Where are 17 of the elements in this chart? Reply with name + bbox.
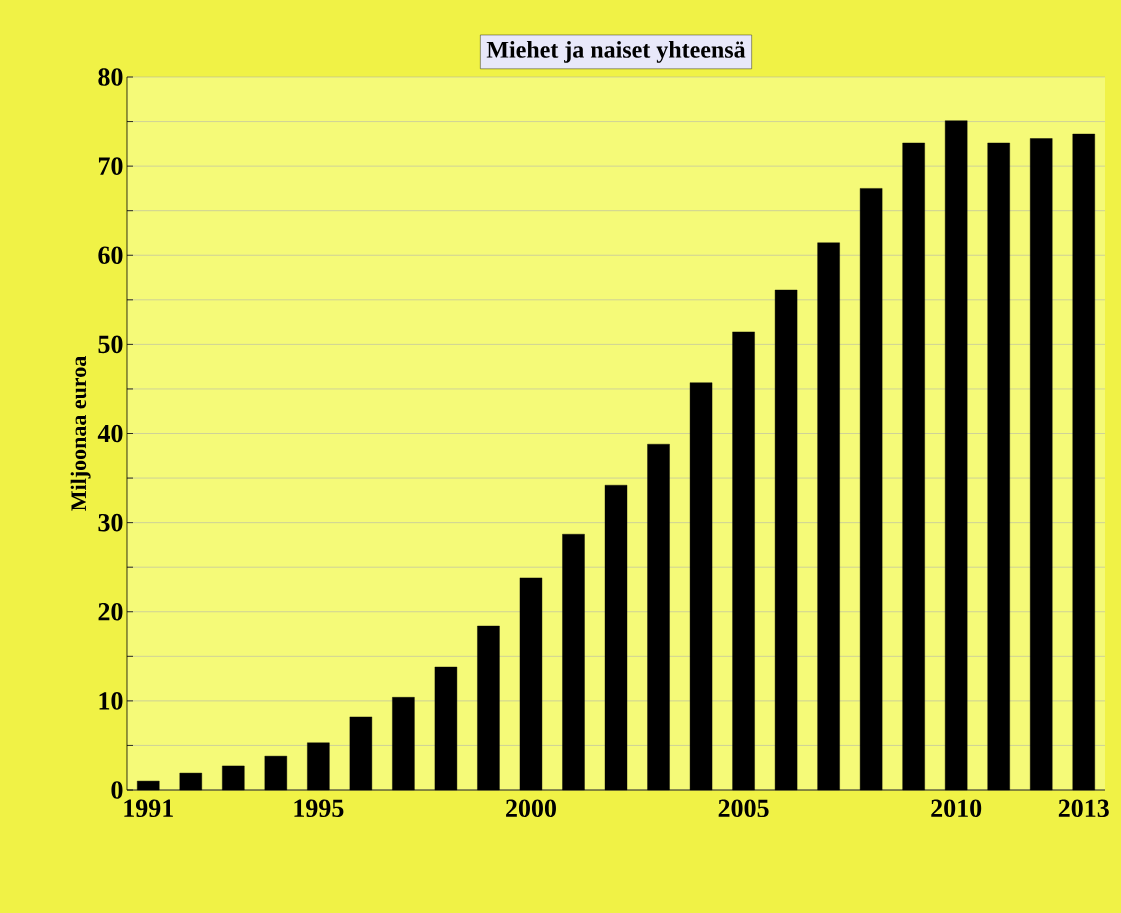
x-tick-label: 2005: [718, 799, 769, 818]
x-tick-label: 1995: [294, 799, 344, 817]
y-tick-label: 20: [98, 602, 123, 621]
x-tick-label: 2013: [1058, 799, 1109, 818]
x-tick-label: 1991: [124, 799, 173, 817]
y-axis-title: Miljoonaa euroa: [70, 356, 91, 511]
chart-title: Miehet ja naiset yhteensä: [486, 40, 746, 63]
y-tick-label: 50: [98, 335, 123, 354]
y-tick-label: 10: [99, 692, 123, 710]
y-tick-label: 40: [97, 424, 123, 443]
y-tick-label: 30: [98, 513, 123, 532]
x-tick-label: 2010: [931, 799, 982, 818]
x-tick-label: 2000: [506, 799, 556, 818]
y-tick-label: 60: [98, 246, 123, 265]
y-tick-label: 80: [98, 68, 123, 86]
y-tick-label: 0: [111, 781, 123, 799]
y-tick-label: 70: [98, 157, 123, 175]
